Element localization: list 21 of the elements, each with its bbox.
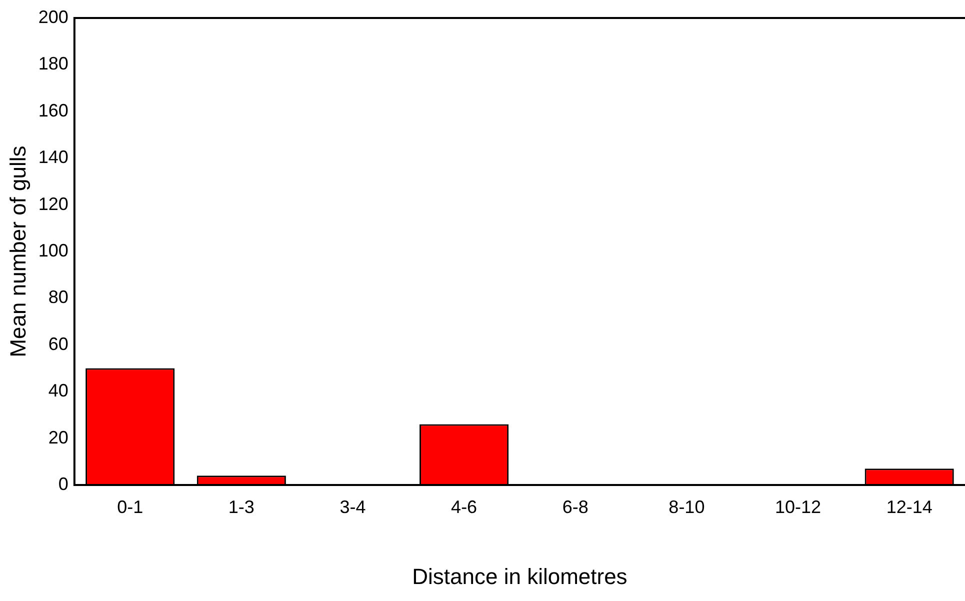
y-tick-label: 180 xyxy=(38,54,68,74)
x-tick-label: 6-8 xyxy=(562,496,588,517)
y-tick-label: 120 xyxy=(38,194,68,214)
y-tick-label: 100 xyxy=(38,240,68,260)
x-tick-label: 10-12 xyxy=(774,496,822,517)
x-tick-label: 12-14 xyxy=(886,496,932,517)
x-tick-label: 3-4 xyxy=(340,496,366,517)
x-axis-title: Distance in kilometres xyxy=(412,564,628,589)
y-tick-label: 40 xyxy=(48,380,68,401)
y-tick-label: 0 xyxy=(58,474,68,494)
y-axis-title: Mean number of gulls xyxy=(5,146,30,358)
y-tick-label: 20 xyxy=(48,427,68,448)
x-tick-label: 4-6 xyxy=(451,496,478,517)
x-tick-label: 1-3 xyxy=(228,496,254,517)
y-tick-label: 140 xyxy=(38,147,68,168)
y-tick-label: 60 xyxy=(48,334,68,354)
y-tick-label: 200 xyxy=(38,6,68,27)
x-tick-label: 0-1 xyxy=(117,496,144,517)
y-tick-label: 80 xyxy=(48,287,68,308)
x-tick-label: 8-10 xyxy=(668,496,705,517)
y-tick-label: 160 xyxy=(38,100,68,120)
